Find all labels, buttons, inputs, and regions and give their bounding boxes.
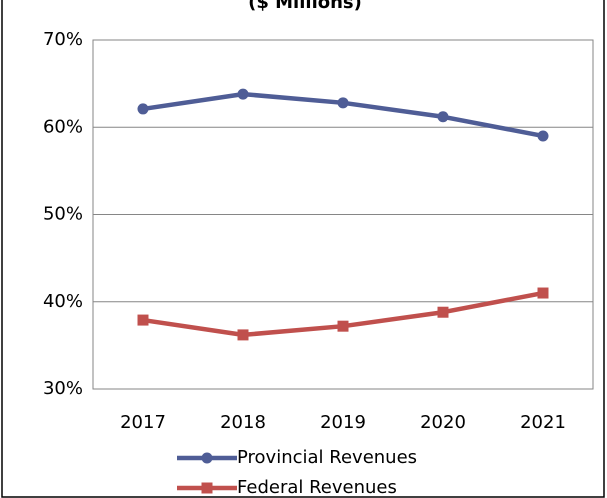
plot-border	[92, 39, 594, 390]
legend-label: Provincial Revenues	[237, 447, 417, 468]
data-point	[437, 306, 449, 318]
x-tick-label: 2017	[120, 412, 166, 433]
x-tick-label: 2021	[520, 412, 566, 433]
data-point	[537, 130, 549, 142]
legend-marker	[201, 482, 213, 494]
y-tick-label: 70%	[43, 29, 83, 50]
data-point	[237, 88, 249, 100]
data-point	[137, 103, 149, 115]
x-tick-label: 2018	[220, 412, 266, 433]
data-point	[137, 314, 149, 326]
y-tick-label: 60%	[43, 116, 83, 137]
y-tick-label: 30%	[43, 378, 83, 399]
y-tick-label: 50%	[43, 204, 83, 225]
data-point	[337, 320, 349, 332]
data-point	[237, 329, 249, 341]
x-tick-label: 2020	[420, 412, 466, 433]
legend-label: Federal Revenues	[237, 477, 397, 498]
data-point	[437, 111, 449, 123]
y-tick-label: 40%	[43, 291, 83, 312]
legend-marker	[201, 452, 213, 464]
x-tick-label: 2019	[320, 412, 366, 433]
data-point	[337, 97, 349, 109]
data-point	[537, 287, 549, 299]
chart-title: ($ Millions)	[248, 0, 362, 13]
